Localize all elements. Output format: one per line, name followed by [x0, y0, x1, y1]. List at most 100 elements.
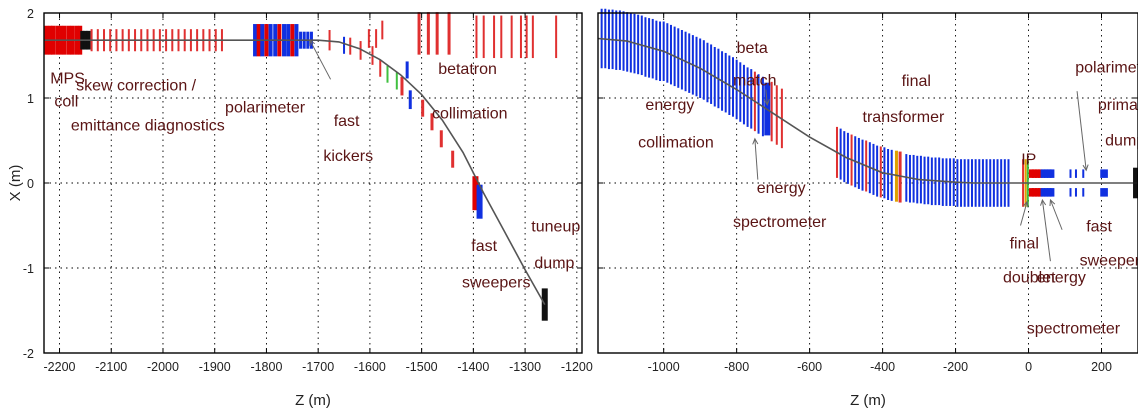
beamline-element-marker	[525, 15, 528, 59]
beamline-element-marker	[435, 12, 439, 55]
beamline-element-marker	[1100, 169, 1105, 178]
beamline-element-marker	[343, 36, 346, 54]
x-axis-label: Z (m)	[295, 392, 331, 409]
x-tick-label: -1200	[561, 360, 593, 374]
annotation-arrowhead	[1022, 200, 1029, 208]
beamline-element-marker	[375, 29, 378, 48]
beamline-element-marker	[476, 184, 483, 219]
beamline-element-marker	[941, 158, 944, 206]
beamline-element-marker	[1100, 188, 1105, 197]
beamline-element-marker	[439, 130, 443, 148]
y-tick-label: 2	[27, 7, 34, 21]
beamline-element-marker	[1046, 188, 1052, 197]
x-tick-label: -1900	[199, 360, 231, 374]
beamline-element-marker	[1031, 188, 1037, 197]
annotation-arrowhead	[1040, 198, 1047, 206]
beamline-element-marker	[381, 20, 384, 40]
beamline-element-marker	[1082, 188, 1085, 197]
x-tick-label: -600	[797, 360, 822, 374]
beamline-element-marker	[493, 15, 496, 59]
annotation-label: final	[1010, 235, 1039, 252]
annotation-label: spectrometer	[733, 214, 827, 231]
x-tick-label: -2200	[44, 360, 76, 374]
annotation-label: energy	[757, 180, 806, 197]
x-axis-label: Z (m)	[850, 392, 886, 409]
annotation-label: spectrometer	[1027, 320, 1121, 337]
beamline-element-marker	[1037, 169, 1043, 178]
beamline-element-marker	[1046, 169, 1052, 178]
right-panel-main-line: beta match energy collimation energy spectrom…	[597, 8, 1138, 409]
annotation-label: energy	[645, 97, 694, 114]
beamline-element-marker	[328, 30, 331, 51]
annotation-arrow	[1076, 91, 1087, 171]
y-tick-label: -1	[23, 262, 34, 276]
beamline-element-marker	[1043, 169, 1049, 178]
beamline-element-marker	[1031, 169, 1037, 178]
beamline-element-marker	[1040, 188, 1046, 197]
beamline-element-marker	[400, 76, 404, 96]
beamline-element-marker	[426, 12, 430, 55]
beamline-element-marker	[408, 90, 412, 110]
beamline-element-marker	[447, 12, 451, 55]
annotation-arrowhead	[1082, 164, 1089, 172]
x-tick-label: -1300	[509, 360, 541, 374]
beamline-element-marker	[482, 15, 485, 59]
beamline-element-marker	[519, 15, 522, 59]
x-tick-label: -2100	[95, 360, 127, 374]
beamline-element-marker	[1034, 188, 1040, 197]
beamline-element-marker	[1049, 169, 1055, 178]
y-tick-label: -2	[23, 347, 34, 361]
annotation-label: fast	[334, 113, 360, 130]
annotation-label: kickers	[323, 148, 373, 165]
annotation-arrow	[1041, 199, 1051, 262]
beamline-element-marker	[1082, 169, 1085, 178]
annotation-label: doublet	[1003, 269, 1056, 286]
plot-area	[44, 13, 582, 353]
x-tick-label: -200	[943, 360, 968, 374]
beamline-element-marker	[1028, 169, 1034, 178]
x-tick-label: -1000	[648, 360, 680, 374]
x-tick-label: -800	[724, 360, 749, 374]
beamline-element-marker	[430, 113, 434, 131]
x-tick-label: -1400	[457, 360, 489, 374]
beamline-element-marker	[386, 65, 389, 83]
x-tick-label: -400	[870, 360, 895, 374]
annotation-label: MPS	[50, 71, 85, 88]
beamline-element-marker	[908, 154, 911, 203]
beamline-element-marker	[1103, 188, 1108, 197]
annotation-label: collimation	[638, 134, 714, 151]
beamline-element-marker	[1103, 169, 1108, 178]
beamline-element-marker	[898, 151, 902, 203]
annotation-label: IP	[1021, 151, 1036, 168]
beamline-element-marker	[1043, 188, 1049, 197]
beamline-element-marker	[421, 99, 425, 117]
beamline-element-marker	[894, 150, 898, 202]
annotation-label: energy	[1037, 269, 1086, 286]
beamline-element-marker	[1037, 188, 1043, 197]
beamline-element-marker	[1069, 169, 1072, 178]
beamline-element-marker	[1040, 169, 1046, 178]
annotation-label: coll	[54, 94, 78, 111]
x-tick-label: -1500	[406, 360, 438, 374]
x-tick-label: 0	[1025, 360, 1032, 374]
annotation-label: betatron	[438, 61, 497, 78]
annotation-label: fast	[471, 238, 497, 255]
x-tick-label: -1800	[250, 360, 282, 374]
beamline-element-marker	[359, 41, 362, 60]
annotation-arrow	[309, 39, 332, 80]
y-tick-label: 1	[27, 92, 34, 106]
beamline-element-marker	[1034, 169, 1040, 178]
y-tick-label: 0	[27, 177, 34, 191]
beamline-element-marker	[1074, 188, 1077, 197]
annotation-label: primary	[1098, 97, 1138, 114]
y-axis-label: X (m)	[7, 165, 24, 202]
annotation-label: dump	[534, 255, 574, 272]
beamline-element-marker	[451, 150, 455, 168]
annotation-label: sweepers	[1080, 252, 1138, 269]
beamline-element-marker	[500, 15, 503, 59]
annotation-label: collimation	[432, 105, 508, 122]
beamline-element-marker	[1074, 169, 1077, 178]
annotation-label: match	[733, 72, 777, 89]
beamline-element-marker	[510, 15, 513, 59]
